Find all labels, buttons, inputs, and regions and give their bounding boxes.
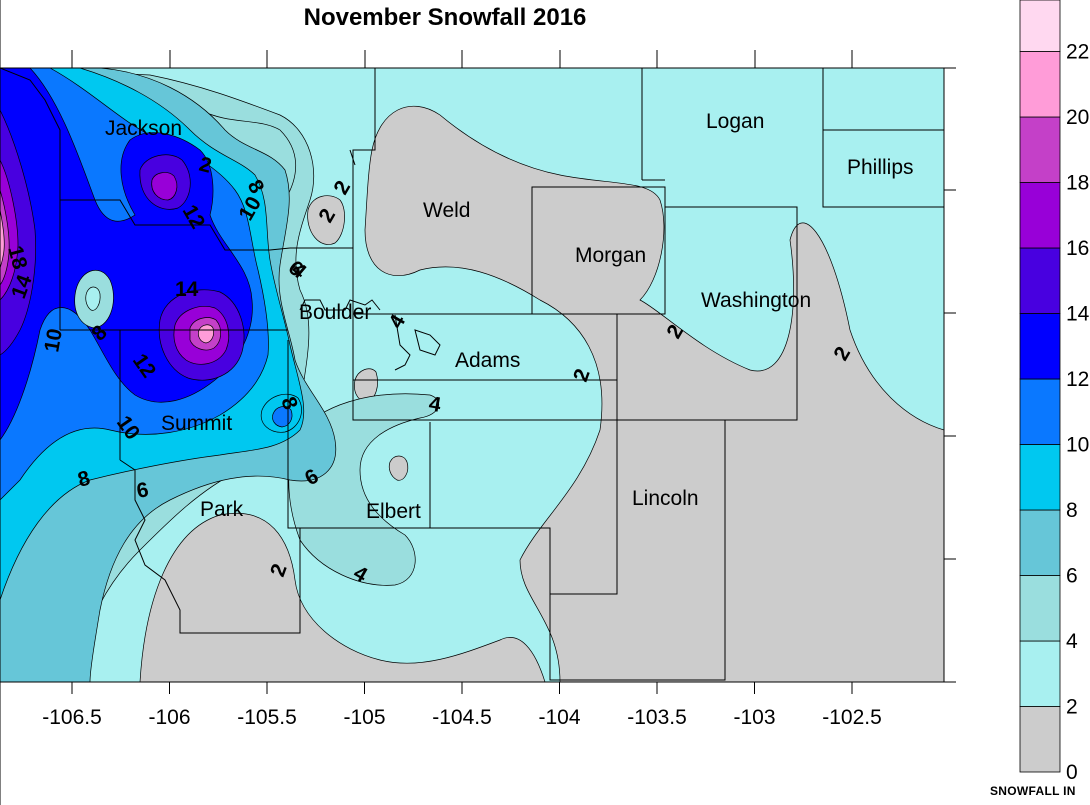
county-label-lincoln: Lincoln: [632, 487, 699, 510]
color-legend: 0 2 4 6 8 10 12 14 16 18 20 22: [1019, 0, 1090, 784]
contour-label: 6: [135, 478, 151, 503]
county-labels: Jackson Weld Logan Phillips Morgan Washi…: [105, 110, 914, 523]
contour-0-2-boulder-a: [307, 195, 345, 245]
legend-swatch: [1019, 509, 1061, 576]
contour-0-2-elbert: [388, 455, 409, 481]
legend-swatch: [1019, 51, 1061, 118]
legend-swatch: [1019, 313, 1061, 380]
county-label-adams: Adams: [455, 349, 520, 372]
contour-20-22-west: [0, 209, 5, 269]
map-title: November Snowfall 2016: [303, 4, 587, 31]
contour-10-12-pocket: [272, 406, 293, 428]
contour-label: 4: [427, 392, 443, 417]
county-label-weld: Weld: [423, 199, 470, 222]
legend-label: 4: [1066, 630, 1078, 653]
x-axis: -106.5 -106 -105.5 -105 -104.5 -104 -103.5 -103…: [42, 682, 882, 729]
legend-swatch: [1019, 378, 1061, 445]
legend-label: 12: [1066, 368, 1089, 391]
legend-label: 0: [1066, 761, 1078, 784]
county-label-logan: Logan: [706, 110, 764, 133]
x-tick-label: -105.5: [237, 706, 297, 729]
legend-label: 8: [1066, 499, 1078, 522]
legend-label: 14: [1066, 303, 1090, 326]
county-label-park: Park: [200, 498, 244, 521]
county-boundaries: [0, 68, 944, 681]
legend-swatch: [1019, 640, 1061, 707]
county-label-elbert: Elbert: [366, 500, 421, 523]
county-label-washington: Washington: [701, 289, 811, 312]
contour-2-4-eye: [85, 286, 101, 311]
contour-label: 10: [40, 327, 67, 354]
x-tick-label: -102.5: [822, 706, 882, 729]
contour-0-2-weld: [364, 105, 944, 682]
x-tick-label: -104.5: [432, 706, 492, 729]
x-tick-label: -103.5: [627, 706, 687, 729]
legend-swatch: [1019, 247, 1061, 314]
county-label-summit: Summit: [161, 412, 232, 435]
x-tick-label: -104: [538, 706, 580, 729]
legend-swatch: [1019, 0, 1061, 52]
contour-0-2-park: [139, 513, 546, 682]
contour-label: 2: [197, 153, 214, 178]
legend-label: 16: [1066, 237, 1089, 260]
county-label-morgan: Morgan: [575, 244, 646, 267]
legend-label: 2: [1066, 696, 1078, 719]
legend-label: 6: [1066, 565, 1078, 588]
contour-16-18-jackson: [151, 172, 178, 201]
legend-swatch: [1019, 706, 1061, 773]
legend-swatch: [1019, 444, 1061, 511]
x-tick-label: -106.5: [42, 706, 102, 729]
legend-swatch: [1019, 182, 1061, 249]
legend-swatch: [1019, 575, 1061, 642]
contour-0-2-boulder-b: [354, 368, 378, 403]
county-label-jackson: Jackson: [105, 117, 182, 140]
contour-label: 14: [175, 278, 199, 301]
legend-label: 18: [1066, 172, 1089, 195]
x-tick-label: -105: [343, 706, 385, 729]
legend-swatch: [1019, 116, 1061, 183]
x-tick-label: -106: [148, 706, 190, 729]
county-label-phillips: Phillips: [847, 156, 914, 179]
legend-label: 20: [1066, 106, 1089, 129]
contour-20-22-summit: [198, 324, 214, 344]
county-label-boulder: Boulder: [299, 301, 371, 324]
legend-label: 10: [1066, 434, 1089, 457]
x-tick-label: -103: [733, 706, 775, 729]
legend-label: 22: [1066, 41, 1089, 64]
legend-title: SNOWFALL IN: [990, 784, 1076, 798]
contour-fill-layer: [0, 68, 944, 682]
